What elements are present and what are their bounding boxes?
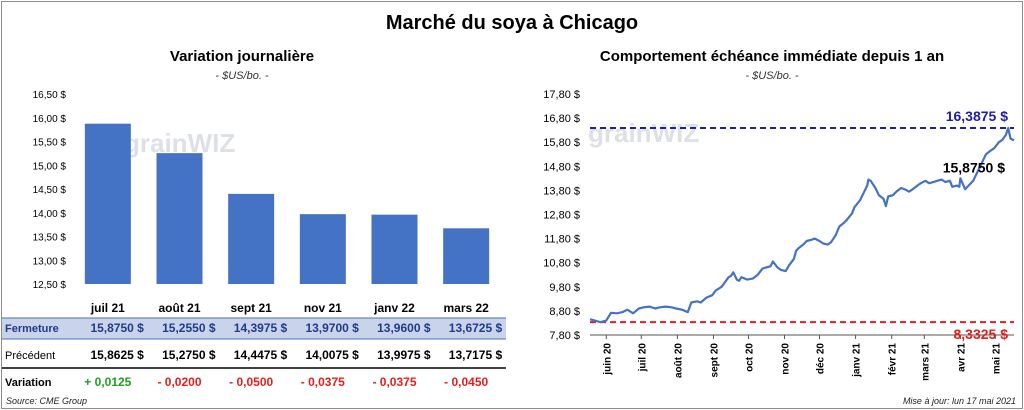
y-tick-label: 14,80 $ xyxy=(543,161,580,173)
y-tick-label: 12,80 $ xyxy=(543,210,580,222)
x-tick-label: juin 20 xyxy=(602,343,613,376)
table-cell: 13,9975 $ xyxy=(377,348,431,362)
main-title: Marché du soya à Chicago xyxy=(385,12,639,34)
right-panel-title: Comportement échéance immédiate depuis 1… xyxy=(599,48,945,65)
table-cell: 13,9600 $ xyxy=(377,321,431,335)
table-cell: 15,2750 $ xyxy=(162,348,216,362)
bar xyxy=(443,228,490,284)
table-cell: - 0,0200 xyxy=(157,375,201,389)
y-tick-label: 14,00 $ xyxy=(33,209,67,220)
watermark-left: grainWIZ xyxy=(124,128,235,158)
bar xyxy=(228,193,275,284)
right-panel-subtitle: - $US/bo. - xyxy=(745,70,799,82)
table-row-label: Précédent xyxy=(5,350,55,362)
max-value-label: 16,3875 $ xyxy=(946,108,1008,124)
table-row-highlight xyxy=(2,318,506,339)
table-cell: 14,3975 $ xyxy=(234,321,288,335)
x-tick-label: août 20 xyxy=(673,343,684,378)
bar xyxy=(299,214,346,284)
table-cell: - 0,0375 xyxy=(301,375,345,389)
table-cell: 15,8625 $ xyxy=(90,348,144,362)
x-tick-label: mars 22 xyxy=(443,301,489,315)
y-tick-label: 10,80 $ xyxy=(543,258,580,270)
y-tick-label: 13,50 $ xyxy=(33,233,67,244)
table-cell: - 0,0450 xyxy=(444,375,488,389)
x-tick-label: févr 21 xyxy=(888,343,899,376)
y-tick-label: 17,80 $ xyxy=(543,89,580,101)
bar-chart-daily-variation: grainWIZ 12,50 $ 13,00 $ 13,50 $ 14,00 $ 14,5… xyxy=(2,90,506,389)
y-tick-label: 7,80 $ xyxy=(549,330,580,342)
bar xyxy=(156,153,203,284)
y-tick-label: 15,50 $ xyxy=(33,138,67,149)
min-value-label: 8,3325 $ xyxy=(954,326,1009,342)
table-cell: + 0,0125 xyxy=(84,375,131,389)
left-panel-subtitle: - $US/bo. - xyxy=(215,70,269,82)
x-tick-label: janv 21 xyxy=(852,343,863,378)
y-tick-label: 12,50 $ xyxy=(33,280,67,291)
table-cell: 14,0075 $ xyxy=(305,348,359,362)
last-value-label: 15,8750 $ xyxy=(943,159,1005,175)
x-tick-label: avr 21 xyxy=(956,343,967,372)
x-tick-label: sept 21 xyxy=(230,301,272,315)
table-cell: 14,4475 $ xyxy=(234,348,288,362)
y-tick-label: 13,80 $ xyxy=(543,185,580,197)
table-row-label: Variation xyxy=(5,377,52,389)
table-cell: - 0,0500 xyxy=(229,375,273,389)
y-tick-label: 16,50 $ xyxy=(33,90,67,101)
table-cell: 15,2550 $ xyxy=(162,321,216,335)
footer-update: Mise à jour: lun 17 mai 2021 xyxy=(902,396,1016,406)
table-cell: 13,7175 $ xyxy=(449,348,503,362)
footer-source: Source: CME Group xyxy=(6,396,88,406)
bar xyxy=(371,214,418,284)
y-tick-label: 11,80 $ xyxy=(544,234,580,246)
x-tick-label: nov 20 xyxy=(781,343,792,375)
y-tick-label: 9,80 $ xyxy=(549,282,580,294)
table-cell: 15,8750 $ xyxy=(90,321,144,335)
bar xyxy=(84,123,131,284)
x-tick-label: nov 21 xyxy=(304,301,342,315)
x-tick-label: août 21 xyxy=(158,301,200,315)
x-tick-label: juil 20 xyxy=(637,343,648,373)
x-tick-label: mars 21 xyxy=(920,343,931,381)
table-cell: 13,9700 $ xyxy=(305,321,359,335)
x-tick-label: oct 20 xyxy=(744,343,755,372)
x-tick-label: sept 20 xyxy=(709,343,720,378)
y-tick-label: 15,80 $ xyxy=(543,137,580,149)
y-tick-label: 14,50 $ xyxy=(33,185,67,196)
y-tick-label: 16,80 $ xyxy=(543,113,580,125)
price-series-line xyxy=(589,126,1015,324)
left-panel-title: Variation journalière xyxy=(169,48,315,65)
y-tick-label: 8,80 $ xyxy=(549,306,580,318)
y-tick-label: 16,00 $ xyxy=(33,114,67,125)
watermark-right: grainWIZ xyxy=(588,118,699,148)
table-row-label: Fermeture xyxy=(5,323,59,335)
x-tick-label: mai 21 xyxy=(991,343,1002,375)
x-tick-label: déc 20 xyxy=(815,343,826,375)
table-cell: - 0,0375 xyxy=(372,375,416,389)
x-tick-label: janv 22 xyxy=(373,301,415,315)
y-tick-label: 15,00 $ xyxy=(33,161,67,172)
y-tick-label: 13,00 $ xyxy=(33,256,67,267)
x-tick-label: juil 21 xyxy=(90,301,125,315)
table-cell: 13,6725 $ xyxy=(449,321,503,335)
